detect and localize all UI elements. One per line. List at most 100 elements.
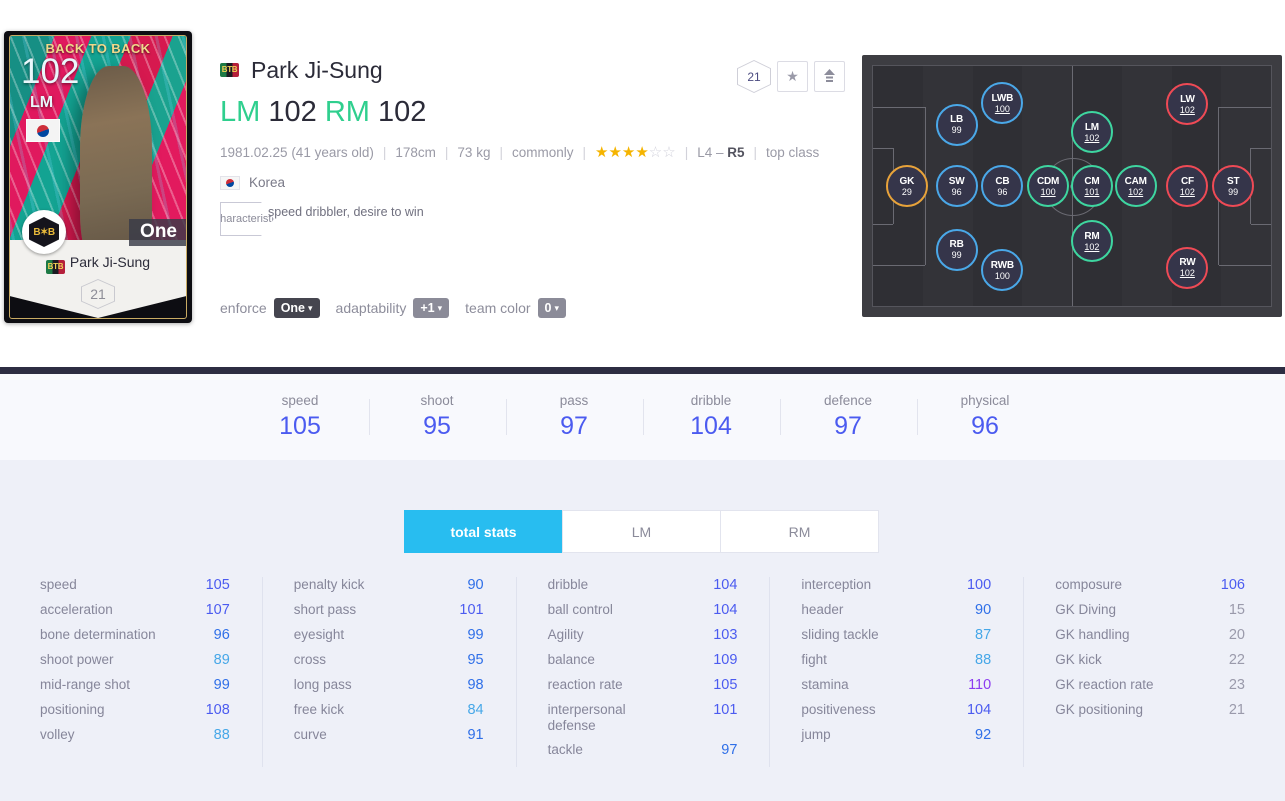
pitch-position-lwb[interactable]: LWB 100	[981, 82, 1024, 125]
stats-column-5: composure 106 GK Diving 15 GK handling 20 GK k…	[1023, 577, 1277, 767]
stat-row: sliding tackle 87	[801, 627, 991, 644]
stat-row: penalty kick 90	[294, 577, 484, 594]
pitch-position-cam[interactable]: CAM 102	[1114, 165, 1157, 207]
stat-label: dribble	[547, 577, 589, 592]
summary-stat-label: pass	[559, 393, 589, 408]
pitch-position-cdm[interactable]: CDM 100	[1027, 165, 1070, 207]
stat-label: sliding tackle	[801, 627, 879, 642]
meta-skill-right: R5	[727, 144, 745, 160]
stat-row: ball control 104	[548, 602, 738, 619]
pitch-position-code: CB	[995, 175, 1010, 187]
stat-label: GK positioning	[1055, 702, 1143, 717]
pitch-position-cm[interactable]: CM 101	[1070, 165, 1113, 207]
stat-row: cross 95	[294, 652, 484, 669]
pitch-position-code: LW	[1180, 93, 1195, 105]
upgrade-arrow-icon	[824, 69, 835, 82]
pitch-position-rb[interactable]: RB 99	[935, 228, 978, 271]
card-banner-text: BACK TO BACK	[45, 41, 151, 56]
tab-total-stats[interactable]: total stats	[404, 510, 563, 553]
stat-row: interpersonal defense 101	[548, 702, 738, 734]
skill-star-rating: ★★★★☆☆	[595, 144, 676, 161]
player-positions: LM 102 RM 102	[220, 95, 850, 129]
stat-row: short pass 101	[294, 602, 484, 619]
stat-value: 88	[213, 727, 230, 743]
tab-lm[interactable]: LM	[562, 510, 721, 553]
stats-tabs: total stats LM RM	[404, 510, 879, 553]
stat-label: short pass	[293, 602, 357, 617]
stat-label: positiveness	[801, 702, 876, 717]
pitch-position-rm[interactable]: RM 102	[1070, 220, 1113, 263]
meta-class: top class	[766, 144, 820, 160]
pitch-position-rw[interactable]: RW 102	[1166, 246, 1209, 289]
pitch-position-lb[interactable]: LB 99	[935, 103, 978, 146]
pitch-position-value: 100	[1040, 186, 1056, 197]
stat-row: Agility 103	[548, 627, 738, 644]
stat-row: fight 88	[801, 652, 991, 669]
section-divider	[0, 367, 1285, 374]
team-color-value: 0	[544, 301, 552, 315]
pitch-position-sw[interactable]: SW 96	[935, 165, 978, 207]
meta-skill-moves: L4 – R5	[697, 145, 744, 160]
pitch-position-value: 100	[994, 270, 1010, 281]
pitch-position-code: GK	[899, 175, 915, 187]
pitch-position-rwb[interactable]: RWB 100	[981, 249, 1024, 291]
stat-label: speed	[40, 577, 77, 592]
upgrade-button[interactable]	[814, 61, 845, 92]
position-pitch-map[interactable]: GK 29 SW 96 LB 99 RB 99 LWB 100 RWB 100 CB 96 CDM 100 CM…	[862, 55, 1282, 317]
stat-value: 97	[721, 742, 738, 758]
stat-value: 95	[467, 652, 484, 668]
enforce-value: One	[280, 301, 306, 315]
characteristic-badge: characteristic	[220, 202, 274, 236]
pitch-position-value: 100	[994, 103, 1010, 114]
pitch-position-code: ST	[1226, 175, 1240, 187]
adaptability-dropdown[interactable]: +1 ▾	[413, 298, 450, 318]
meta-divider: |	[382, 144, 387, 160]
pitch-position-code: RWB	[990, 259, 1014, 271]
adaptability-value: +1	[420, 301, 435, 315]
enforce-label: enforce	[220, 300, 267, 316]
pitch-position-gk[interactable]: GK 29	[885, 165, 928, 207]
stat-value: 21	[1228, 702, 1245, 718]
pitch-position-lw[interactable]: LW 102	[1166, 83, 1209, 126]
pitch-position-value: 101	[1084, 186, 1100, 197]
favorite-button[interactable]: ★	[777, 61, 808, 92]
page-title: Park Ji-Sung	[251, 56, 383, 83]
stat-value: 22	[1228, 652, 1245, 668]
stats-columns: speed 105 acceleration 107 bone determinatio…	[8, 577, 1277, 767]
player-header-section: BACK TO BACK 102 LM B✶B One BTB Park Ji-S…	[0, 0, 1285, 367]
stat-row: curve 91	[294, 727, 484, 744]
pitch-position-value: 99	[951, 250, 962, 261]
enforce-dropdown[interactable]: One ▾	[273, 298, 320, 318]
stat-label: positioning	[40, 702, 105, 717]
stat-label: jump	[801, 727, 831, 742]
pitch-position-value: 102	[1179, 104, 1195, 115]
player-meta-row: 1981.02.25 (41 years old) | 178cm | 73 k…	[220, 143, 850, 161]
stat-value: 104	[713, 577, 738, 593]
player-characteristic-row: characteristic speed dribbler, desire to…	[220, 202, 850, 236]
player-card[interactable]: BACK TO BACK 102 LM B✶B One BTB Park Ji-S…	[4, 31, 192, 323]
pitch-position-code: RW	[1179, 257, 1196, 269]
stat-row: long pass 98	[294, 677, 484, 694]
meta-divider: |	[444, 144, 449, 160]
stat-value: 92	[975, 727, 992, 743]
summary-stat-pass: pass 97	[505, 393, 643, 441]
btb-hex-icon: B✶B	[29, 217, 59, 247]
summary-stat-label: speed	[281, 393, 319, 408]
pitch-position-cb[interactable]: CB 96	[981, 165, 1024, 207]
stat-value: 89	[213, 652, 230, 668]
team-color-dropdown[interactable]: 0 ▾	[537, 298, 567, 318]
card-rating: 102	[21, 52, 80, 91]
pitch-position-st[interactable]: ST 99	[1212, 165, 1255, 207]
pitch-position-cf[interactable]: CF 102	[1166, 165, 1209, 207]
stat-label: GK Diving	[1055, 602, 1116, 617]
player-name-row: BTB Park Ji-Sung	[220, 55, 850, 85]
stat-value: 104	[966, 702, 992, 718]
stat-row: GK positioning 21	[1055, 702, 1245, 719]
stat-label: reaction rate	[547, 677, 623, 692]
stat-value: 88	[975, 652, 992, 668]
tab-rm[interactable]: RM	[720, 510, 879, 553]
stat-value: 90	[975, 602, 992, 618]
pitch-position-lm[interactable]: LM 102	[1070, 111, 1113, 153]
characteristic-value: speed dribbler, desire to win	[268, 205, 424, 219]
pitch-position-value: 102	[1084, 241, 1100, 252]
